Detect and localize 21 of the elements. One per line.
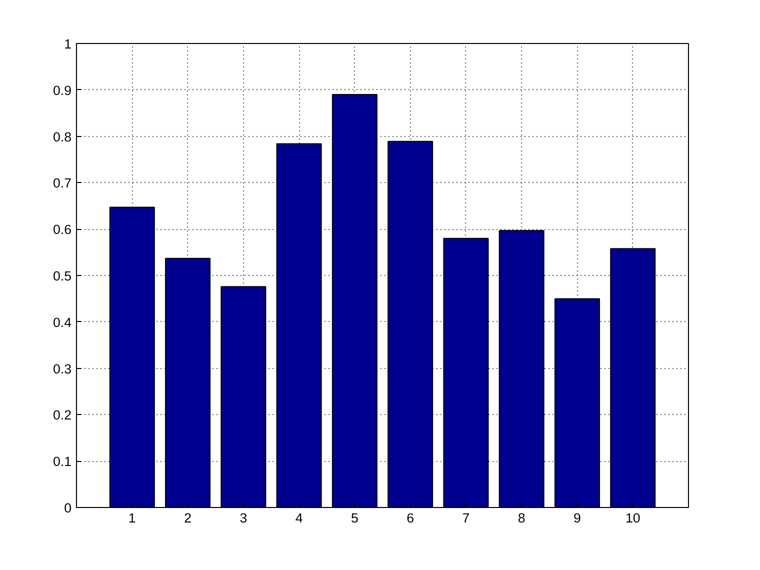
y-tick-label: 1 [64,36,72,52]
y-tick-label: 0.8 [52,129,72,144]
x-tick-label: 10 [625,510,640,526]
y-tick-label: 0.5 [52,268,72,284]
y-tick-label: 0 [64,500,72,516]
x-tick-label: 6 [406,510,414,526]
x-tick-label: 9 [574,510,581,526]
y-tick-label: 0.2 [52,408,72,423]
x-tick-label: 2 [184,510,192,526]
x-tick-label: 4 [295,510,304,526]
x-tick-label: 5 [350,510,358,526]
x-tick-label: 7 [462,510,470,526]
x-tick-label: 1 [128,510,136,526]
y-tick-label: 0.9 [52,82,72,98]
x-tick-label: 3 [240,510,248,526]
y-tick-label: 0.6 [52,222,72,238]
y-tick-label: 0.1 [52,454,72,470]
y-tick-label: 0.7 [52,176,72,191]
y-tick-label: 0.3 [52,361,72,376]
x-tick-label: 8 [518,510,526,526]
y-tick-label: 0.4 [52,314,72,330]
